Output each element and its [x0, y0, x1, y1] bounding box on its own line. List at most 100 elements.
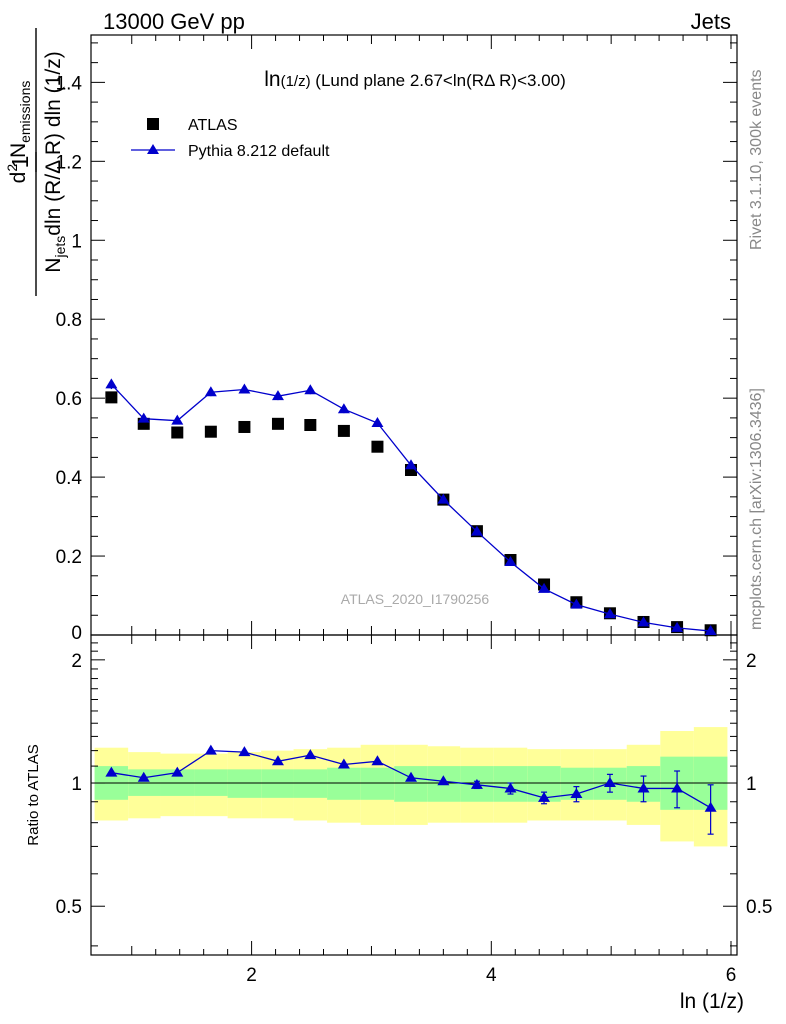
pythia-point: [538, 582, 551, 593]
ratio-band-inner: [360, 767, 395, 800]
legend-atlas-marker: [147, 118, 159, 130]
atlas-point: [304, 419, 317, 431]
atlas-point: [105, 391, 118, 404]
y-label-numerator: d2 Nemissions: [4, 81, 33, 184]
ratio-point: [504, 782, 517, 793]
ratio-point: [271, 755, 284, 766]
y-axis-label-numerator: d2 Nemissions: [4, 81, 33, 184]
series-layer: [105, 378, 717, 835]
ratio-y-tick-label: 0.5: [56, 897, 82, 918]
ratio-point: [204, 744, 217, 755]
x-tick-label: 4: [486, 965, 497, 986]
mcplots-label: mcplots.cern.ch [arXiv:1306.3436]: [748, 388, 765, 630]
ratio-point: [137, 771, 150, 782]
y-tick-label: 0.4: [56, 468, 83, 489]
atlas-point: [337, 424, 350, 437]
y-tick-label: 0.6: [56, 389, 82, 410]
pythia-point: [504, 555, 517, 566]
atlas-point: [371, 440, 384, 453]
pythia-point: [337, 403, 350, 414]
y-label-nem-sub: emissions: [17, 81, 33, 143]
ratio-y-tick-label-right: 1: [746, 774, 757, 795]
ratio-point: [171, 766, 184, 777]
atlas-point: [271, 417, 284, 430]
analysis-watermark: ATLAS_2020_I1790256: [341, 591, 490, 607]
y-tick-label: 0.2: [56, 547, 82, 568]
ratio-point: [405, 771, 418, 782]
plot-title: ln(1/z) (Lund plane 2.67<ln(RΔ R)<3.00): [264, 68, 566, 91]
x-tick-label: 6: [726, 965, 737, 986]
ratio-y-tick-label-right: 0.5: [746, 897, 772, 918]
ratio-point: [437, 775, 450, 786]
ratio-band-inner: [293, 769, 328, 798]
y-label-njets: N: [42, 258, 65, 273]
ratio-y-tick-label: 1: [71, 774, 82, 795]
pythia-point: [171, 414, 184, 425]
pythia-point: [271, 390, 284, 401]
ratio-point: [238, 746, 251, 757]
atlas-point: [238, 420, 251, 433]
ratio-band-inner: [327, 767, 361, 800]
pythia-point: [371, 417, 384, 428]
ratio-point: [538, 791, 551, 802]
legend-pythia-label: Pythia 8.212 default: [188, 143, 330, 160]
plot-title-arg: (1/z): [281, 73, 311, 90]
y-label-den-rest: dln (R/Δ R) dln (1/z): [42, 51, 65, 235]
pythia-point: [704, 625, 717, 636]
ratio-band-inner: [227, 769, 262, 798]
legend-atlas-label: ATLAS: [188, 117, 238, 134]
legend: ATLAS Pythia 8.212 default: [131, 117, 330, 160]
y-label-denominator: Njetsdln (R/Δ R) dln (1/z): [42, 51, 68, 272]
y-label-njets-sub: jets: [52, 236, 68, 259]
y-tick-label: 1: [71, 231, 82, 252]
y-label-numerator-one: 1: [7, 156, 33, 169]
y-tick-label: 1.2: [56, 152, 82, 173]
pythia-point: [105, 378, 118, 389]
ratio-point: [704, 801, 717, 812]
ratio-band-inner: [261, 769, 294, 798]
y-label-nem: N: [7, 143, 30, 164]
plot-title-main: ln: [264, 68, 280, 91]
ratio-y-tick-label-right: 2: [746, 651, 757, 672]
ratio-point: [371, 755, 384, 766]
pythia-point: [637, 616, 650, 627]
y-tick-label: 0.8: [56, 310, 82, 331]
rivet-label: Rivet 3.1.10, 300k events: [748, 69, 765, 250]
legend-pythia-marker: [147, 144, 159, 154]
pythia-point: [304, 384, 317, 395]
pythia-point: [603, 608, 616, 619]
y-tick-label: 1.4: [56, 73, 83, 94]
ratio-point: [637, 782, 650, 793]
ratio-frame: [90, 634, 738, 956]
ratio-point: [570, 788, 583, 799]
ratio-point: [105, 766, 118, 777]
atlas-point: [171, 426, 184, 439]
ratio-point: [470, 778, 483, 789]
pythia-point: [137, 412, 150, 423]
x-tick-label: 2: [246, 965, 257, 986]
y-label-d2: d: [7, 172, 30, 184]
ratio-point: [304, 749, 317, 760]
y-tick-label-zero: 0: [71, 623, 82, 644]
pythia-point: [570, 598, 583, 609]
pythia-point: [204, 386, 217, 397]
ratio-point: [337, 758, 350, 769]
pythia-point: [238, 383, 251, 394]
ratio-y-tick-label: 2: [71, 651, 82, 672]
pythia-point: [671, 621, 684, 632]
x-axis-label: ln (1/z): [680, 990, 744, 1013]
process-label: Jets: [691, 9, 731, 34]
axes-ticks: 2 4 6 0.2 0.4 0.6 0.8 1 1.2 1.4 0 0.5 0.5 1 1 2 2: [56, 35, 772, 986]
plot-title-rest: (Lund plane 2.67<ln(RΔ R)<3.00): [311, 71, 566, 90]
pythia-point: [437, 493, 450, 504]
y-axis-label: 1 Njetsdln (R/Δ R) dln (1/z): [7, 51, 68, 272]
pythia-point: [470, 525, 483, 536]
energy-label: 13000 GeV pp: [103, 9, 245, 34]
ratio-y-axis-label: Ratio to ATLAS: [25, 744, 42, 845]
ratio-point: [603, 777, 616, 788]
ratio-point: [671, 782, 684, 793]
pythia-point: [405, 459, 418, 470]
atlas-point: [204, 425, 217, 438]
y-label-d2-sup: 2: [4, 164, 20, 172]
